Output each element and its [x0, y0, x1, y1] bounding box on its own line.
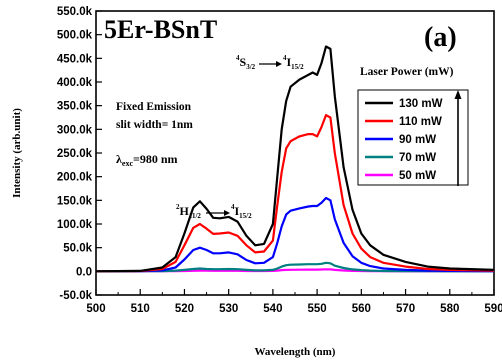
x-tick-label: 570 [396, 303, 415, 315]
power-arrowhead [454, 90, 462, 99]
x-tick-label: 530 [219, 303, 238, 315]
y-tick-label: 200.0k [57, 172, 93, 184]
annotation-fixed-emission: Fixed Emission [116, 101, 192, 113]
annotation-transition-s: 4S3/2 4I15/2 [236, 54, 304, 71]
trans-s-base1: S [240, 55, 247, 69]
x-tick-label: 540 [263, 303, 282, 315]
trans-s-sup2: 4 [283, 54, 287, 62]
legend-box [357, 89, 469, 186]
y-tick-label: 550.0k [57, 6, 93, 18]
trans-h-sup1: 2 [176, 203, 180, 211]
x-tick-label: 550 [308, 303, 327, 315]
y-tick-label: 250.0k [57, 148, 93, 160]
legend-title: Laser Power (mW) [360, 66, 454, 78]
series-line [95, 45, 495, 273]
trans-s-sub2: 15/2 [291, 63, 304, 71]
legend-label: 130 mW [399, 98, 443, 110]
y-tick-label: 100.0k [57, 219, 93, 231]
legend-label: 70 mW [399, 152, 436, 164]
trans-s-sup1: 4 [236, 54, 240, 62]
legend-label: 50 mW [399, 170, 436, 182]
annotation-transition-h: 2H11/2 4I15/2 [176, 203, 252, 220]
annotation-slit-width: slit width= 1nm [116, 119, 193, 131]
lambda-symbol: λ [116, 152, 122, 166]
lambda-rest: =980 nm [133, 152, 178, 166]
y-tick-label: 300.0k [57, 124, 93, 136]
y-tick-label: 0.0 [76, 266, 92, 278]
series-line [95, 196, 495, 273]
legend-label: 110 mW [399, 116, 442, 128]
y-tick-label: 50.0k [63, 243, 92, 255]
svg-text:4I15/2: 4I15/2 [231, 203, 252, 220]
trans-s-base2: I [287, 55, 292, 69]
trans-h-sup2: 4 [231, 203, 235, 211]
x-tick-label: 590 [484, 303, 502, 315]
y-tick-label: 500.0k [57, 30, 93, 42]
y-tick-label: 350.0k [57, 101, 93, 113]
x-tick-label: 520 [175, 303, 194, 315]
svg-text:4S3/2: 4S3/2 [236, 54, 256, 71]
y-tick-label: -50.0k [59, 290, 92, 302]
trans-h-sub2: 15/2 [239, 212, 252, 220]
x-tick-label: 510 [131, 303, 150, 315]
trans-s-sub1: 3/2 [246, 63, 255, 71]
panel-label: (a) [424, 22, 457, 53]
y-axis-label: Intensity (arb.unit) [11, 108, 23, 198]
svg-text:λexc=980 nm: λexc=980 nm [116, 152, 178, 168]
trans-h-base2: I [235, 204, 240, 218]
series-line [95, 261, 494, 273]
annotation-lambda-exc: λexc=980 nm [116, 152, 178, 168]
lambda-sub: exc [122, 159, 134, 168]
x-tick-label: 500 [86, 303, 105, 315]
trans-h-sub1: 11/2 [189, 212, 202, 220]
legend-label: 90 mW [399, 134, 436, 146]
svg-text:2H11/2: 2H11/2 [176, 203, 201, 220]
y-tick-label: 150.0k [57, 195, 93, 207]
y-tick-label: 400.0k [57, 77, 93, 89]
x-tick-label: 560 [352, 303, 371, 315]
trans-h-base1: H [180, 204, 190, 218]
trans-s-arrowhead [276, 61, 282, 67]
x-tick-label: 580 [440, 303, 459, 315]
chart-title: 5Er-BSnT [104, 15, 217, 44]
x-axis-label: Wavelength (nm) [255, 346, 336, 358]
series-line [95, 113, 495, 273]
trans-h-arrowhead [224, 210, 230, 216]
y-tick-label: 450.0k [57, 53, 93, 65]
svg-text:4I15/2: 4I15/2 [283, 54, 304, 71]
